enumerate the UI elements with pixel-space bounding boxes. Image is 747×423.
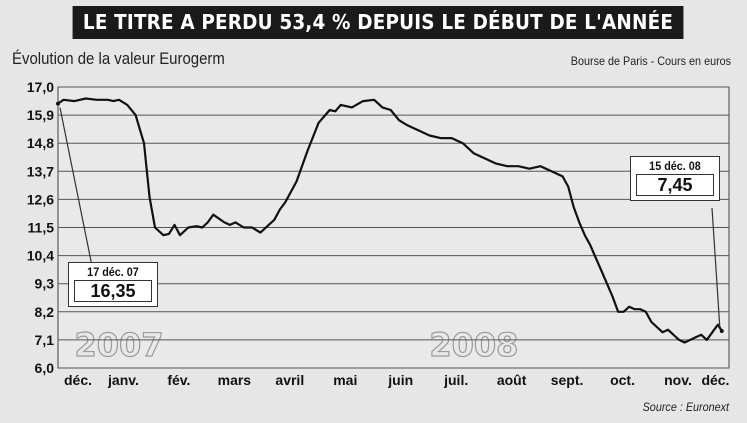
chart-subtitle: Évolution de la valeur Eurogerm bbox=[12, 49, 225, 68]
x-tick-label: avril bbox=[275, 372, 304, 388]
source-credit: Source : Euronext bbox=[642, 400, 729, 414]
y-tick-label: 13,7 bbox=[27, 163, 54, 179]
x-tick-label: mars bbox=[218, 372, 252, 388]
callout-start-date: 17 déc. 07 bbox=[87, 265, 139, 279]
series-line-eurogerm bbox=[57, 97, 723, 344]
y-tick-label: 14,8 bbox=[27, 135, 54, 151]
callout-end-value: 7,45 bbox=[636, 174, 714, 196]
y-tick-label: 8,2 bbox=[35, 304, 55, 320]
end-point-marker bbox=[719, 328, 724, 333]
y-tick-label: 9,3 bbox=[35, 276, 55, 292]
callout-start-leader bbox=[59, 107, 93, 267]
callout-end-date: 15 déc. 08 bbox=[649, 159, 701, 173]
callout-start: 17 déc. 07 16,35 bbox=[68, 262, 158, 307]
year-label-2008: 2008 bbox=[429, 326, 518, 364]
x-tick-label: juin bbox=[387, 372, 413, 388]
y-tick-label: 6,0 bbox=[35, 360, 55, 376]
x-tick-label: sept. bbox=[551, 372, 584, 388]
x-tick-label: mai bbox=[333, 372, 357, 388]
y-tick-label: 12,6 bbox=[27, 191, 54, 207]
y-tick-label: 17,0 bbox=[27, 79, 54, 95]
year-label-2007: 2007 bbox=[74, 326, 163, 364]
start-point-marker bbox=[56, 101, 60, 106]
callout-end-leader bbox=[711, 207, 721, 327]
callout-end: 15 déc. 08 7,45 bbox=[630, 156, 720, 201]
x-tick-label: nov. bbox=[664, 372, 692, 388]
y-tick-label: 10,4 bbox=[27, 248, 54, 264]
x-tick-label: juil. bbox=[443, 372, 468, 388]
y-tick-label: 11,5 bbox=[28, 220, 55, 236]
y-tick-label: 7,1 bbox=[35, 332, 55, 348]
x-tick-label: août bbox=[497, 372, 527, 388]
x-tick-label: fév. bbox=[167, 372, 190, 388]
x-tick-label: janv. bbox=[107, 372, 139, 388]
chart-title: LE TITRE A PERDU 53,4 % DEPUIS LE DÉBUT … bbox=[72, 6, 684, 39]
callout-start-value: 16,35 bbox=[74, 280, 152, 302]
x-tick-label: déc. bbox=[701, 372, 729, 388]
x-tick-label: oct. bbox=[610, 372, 635, 388]
y-tick-label: 15,9 bbox=[27, 107, 54, 123]
unit-source-label: Bourse de Paris - Cours en euros bbox=[570, 54, 731, 68]
x-tick-label: déc. bbox=[64, 372, 92, 388]
